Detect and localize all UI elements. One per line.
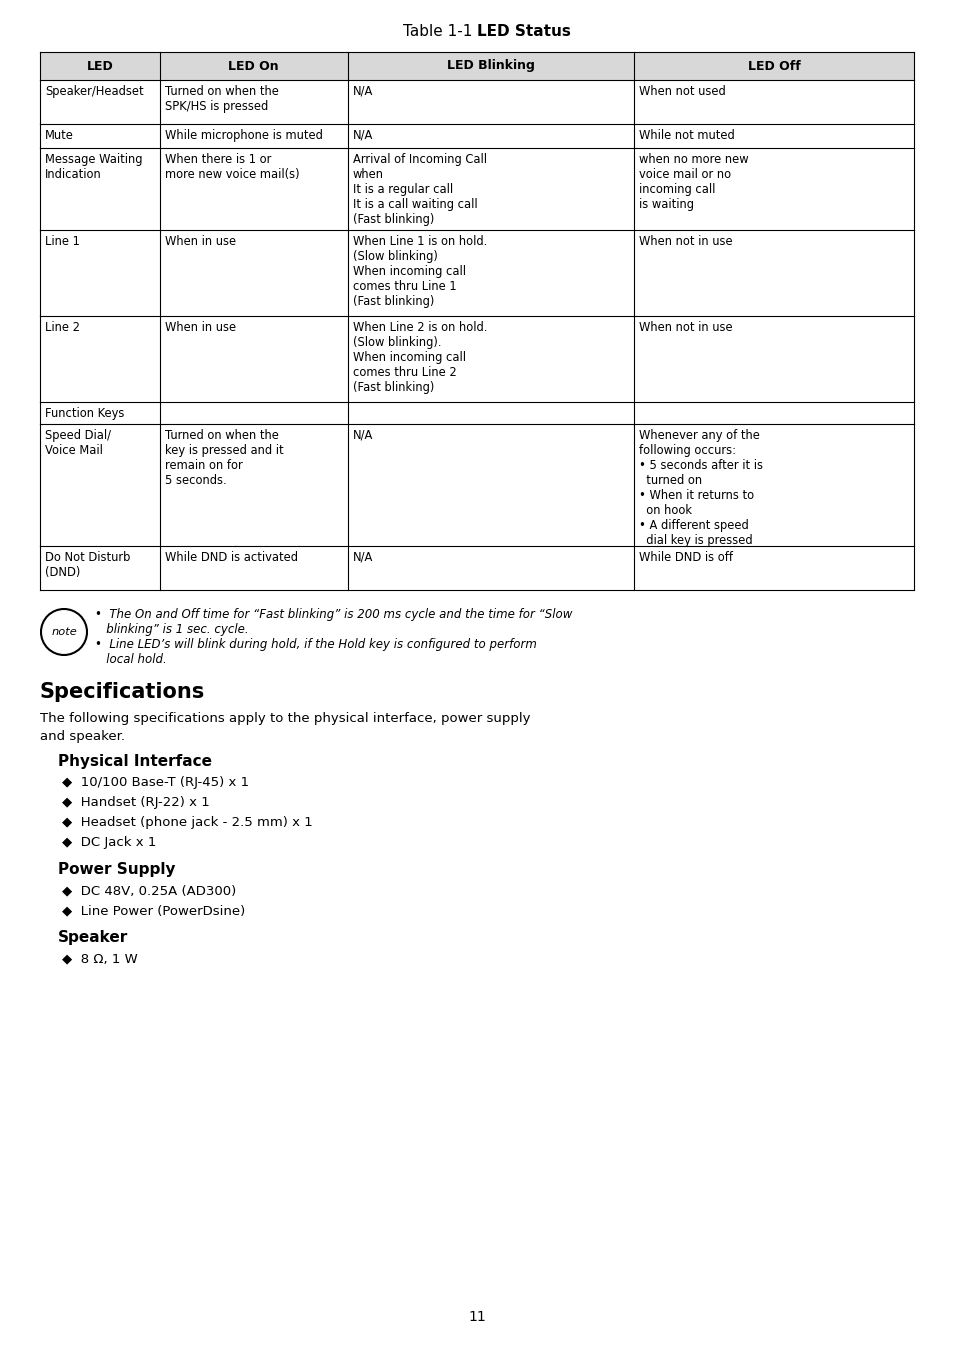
Text: LED Off: LED Off	[747, 59, 800, 73]
Text: ◆  DC Jack x 1: ◆ DC Jack x 1	[62, 836, 156, 849]
Text: ◆  8 Ω, 1 W: ◆ 8 Ω, 1 W	[62, 952, 137, 965]
Text: Specifications: Specifications	[40, 681, 205, 702]
Text: 11: 11	[468, 1310, 485, 1324]
Text: When Line 1 is on hold.
(Slow blinking)
When incoming call
comes thru Line 1
(Fa: When Line 1 is on hold. (Slow blinking) …	[353, 235, 486, 308]
Text: The following specifications apply to the physical interface, power supply: The following specifications apply to th…	[40, 713, 530, 725]
Text: Line 1: Line 1	[45, 235, 80, 247]
Text: LED Blinking: LED Blinking	[447, 59, 535, 73]
Text: N/A: N/A	[353, 429, 373, 442]
Text: When not used: When not used	[639, 85, 725, 97]
Text: LED Status: LED Status	[476, 24, 570, 39]
Text: •  Line LED’s will blink during hold, if the Hold key is configured to perform: • Line LED’s will blink during hold, if …	[95, 638, 537, 652]
Text: ◆  10/100 Base-T (RJ-45) x 1: ◆ 10/100 Base-T (RJ-45) x 1	[62, 776, 249, 790]
Text: Do Not Disturb
(DND): Do Not Disturb (DND)	[45, 552, 131, 579]
Text: When in use: When in use	[165, 235, 235, 247]
Text: Speed Dial/
Voice Mail: Speed Dial/ Voice Mail	[45, 429, 111, 457]
Text: Whenever any of the
following occurs:
• 5 seconds after it is
  turned on
• When: Whenever any of the following occurs: • …	[639, 429, 762, 548]
Text: When not in use: When not in use	[639, 235, 732, 247]
Text: ◆  DC 48V, 0.25A (AD300): ◆ DC 48V, 0.25A (AD300)	[62, 884, 236, 896]
Text: N/A: N/A	[353, 552, 373, 564]
Text: While DND is off: While DND is off	[639, 552, 733, 564]
Text: Arrival of Incoming Call
when
It is a regular call
It is a call waiting call
(Fa: Arrival of Incoming Call when It is a re…	[353, 153, 486, 226]
Text: ◆  Line Power (PowerDsine): ◆ Line Power (PowerDsine)	[62, 904, 245, 917]
Bar	[40, 51, 913, 80]
Text: While microphone is muted: While microphone is muted	[165, 128, 322, 142]
Text: ◆  Handset (RJ-22) x 1: ◆ Handset (RJ-22) x 1	[62, 796, 210, 808]
Text: note: note	[51, 627, 77, 637]
Text: While DND is activated: While DND is activated	[165, 552, 297, 564]
Text: When in use: When in use	[165, 320, 235, 334]
Text: Function Keys: Function Keys	[45, 407, 124, 420]
Text: Table 1-1: Table 1-1	[402, 24, 476, 39]
Text: ◆  Headset (phone jack - 2.5 mm) x 1: ◆ Headset (phone jack - 2.5 mm) x 1	[62, 817, 313, 829]
Text: When there is 1 or
more new voice mail(s): When there is 1 or more new voice mail(s…	[165, 153, 299, 181]
Text: Mute: Mute	[45, 128, 73, 142]
Text: and speaker.: and speaker.	[40, 730, 125, 744]
Text: LED On: LED On	[228, 59, 278, 73]
Text: local hold.: local hold.	[95, 653, 167, 667]
Text: Power Supply: Power Supply	[58, 863, 175, 877]
Text: Physical Interface: Physical Interface	[58, 754, 212, 769]
Text: Speaker: Speaker	[58, 930, 128, 945]
Text: N/A: N/A	[353, 85, 373, 97]
Text: Turned on when the
SPK/HS is pressed: Turned on when the SPK/HS is pressed	[165, 85, 278, 114]
Text: when no more new
voice mail or no
incoming call
is waiting: when no more new voice mail or no incomi…	[639, 153, 748, 211]
Text: blinking” is 1 sec. cycle.: blinking” is 1 sec. cycle.	[95, 623, 249, 635]
Text: Line 2: Line 2	[45, 320, 80, 334]
Text: LED: LED	[87, 59, 113, 73]
Text: •  The On and Off time for “Fast blinking” is 200 ms cycle and the time for “Slo: • The On and Off time for “Fast blinking…	[95, 608, 572, 621]
Text: N/A: N/A	[353, 128, 373, 142]
Text: When not in use: When not in use	[639, 320, 732, 334]
Text: Turned on when the
key is pressed and it
remain on for
5 seconds.: Turned on when the key is pressed and it…	[165, 429, 283, 487]
Text: Speaker/Headset: Speaker/Headset	[45, 85, 144, 97]
Text: While not muted: While not muted	[639, 128, 735, 142]
Text: When Line 2 is on hold.
(Slow blinking).
When incoming call
comes thru Line 2
(F: When Line 2 is on hold. (Slow blinking).…	[353, 320, 487, 393]
Text: Message Waiting
Indication: Message Waiting Indication	[45, 153, 142, 181]
